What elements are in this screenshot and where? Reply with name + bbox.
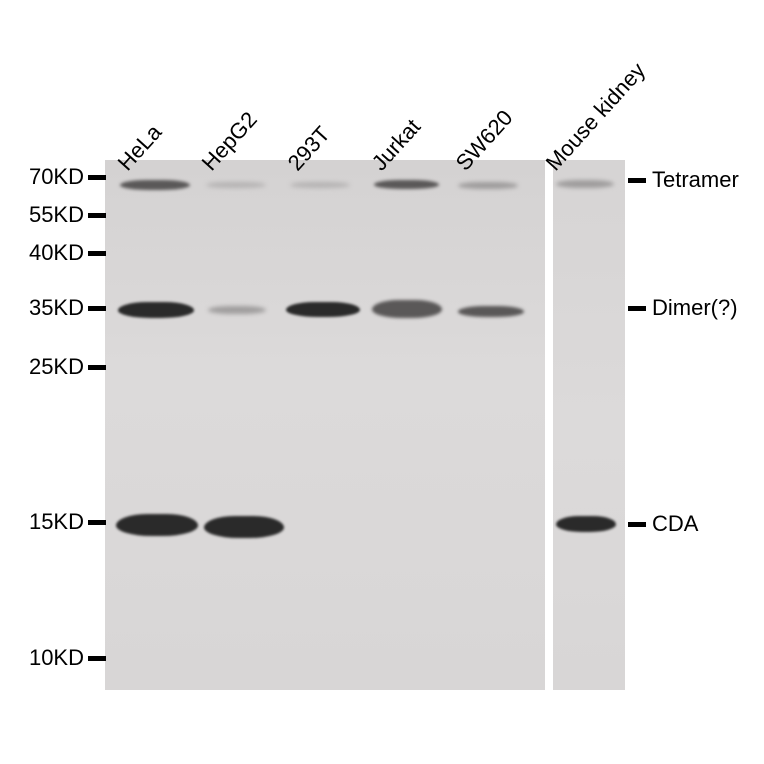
band-dimer-hela [118, 302, 194, 318]
band-label-cda: CDA [652, 511, 698, 537]
band-tick-tetramer [628, 178, 646, 183]
band-label-dimer: Dimer(?) [652, 295, 738, 321]
mw-tick-55 [88, 213, 106, 218]
mw-tick-25 [88, 365, 106, 370]
mw-tick-40 [88, 251, 106, 256]
band-cda-hepg2 [204, 516, 284, 538]
mw-label-10: 10KD [4, 645, 84, 671]
figure-container: 70KD 55KD 40KD 35KD 25KD 15KD 10KD HeLa … [0, 0, 764, 764]
blot-panel-left [105, 160, 545, 690]
mw-tick-70 [88, 175, 106, 180]
mw-label-55: 55KD [4, 202, 84, 228]
mw-label-15: 15KD [4, 509, 84, 535]
blot-panel-right [553, 160, 625, 690]
band-tetramer-293t [290, 182, 350, 188]
band-dimer-hepg2 [208, 306, 266, 314]
band-cda-mouse [556, 516, 616, 532]
band-dimer-jurkat [372, 300, 442, 318]
band-tetramer-hepg2 [206, 182, 266, 188]
mw-label-40: 40KD [4, 240, 84, 266]
band-tick-cda [628, 522, 646, 527]
mw-tick-35 [88, 306, 106, 311]
band-tetramer-hela [120, 180, 190, 190]
band-tetramer-mouse [556, 180, 614, 188]
band-tick-dimer [628, 306, 646, 311]
band-dimer-sw620 [458, 306, 524, 317]
band-dimer-293t [286, 302, 360, 317]
panel-divider [545, 160, 553, 690]
mw-label-70: 70KD [4, 164, 84, 190]
mw-label-25: 25KD [4, 354, 84, 380]
mw-tick-15 [88, 520, 106, 525]
lane-label-mouse: Mouse kidney [541, 58, 651, 176]
blot-area [105, 160, 625, 690]
band-cda-hela [116, 514, 198, 536]
band-tetramer-sw620 [458, 182, 518, 189]
band-label-tetramer: Tetramer [652, 167, 739, 193]
band-tetramer-jurkat [374, 180, 439, 189]
mw-label-35: 35KD [4, 295, 84, 321]
mw-tick-10 [88, 656, 106, 661]
